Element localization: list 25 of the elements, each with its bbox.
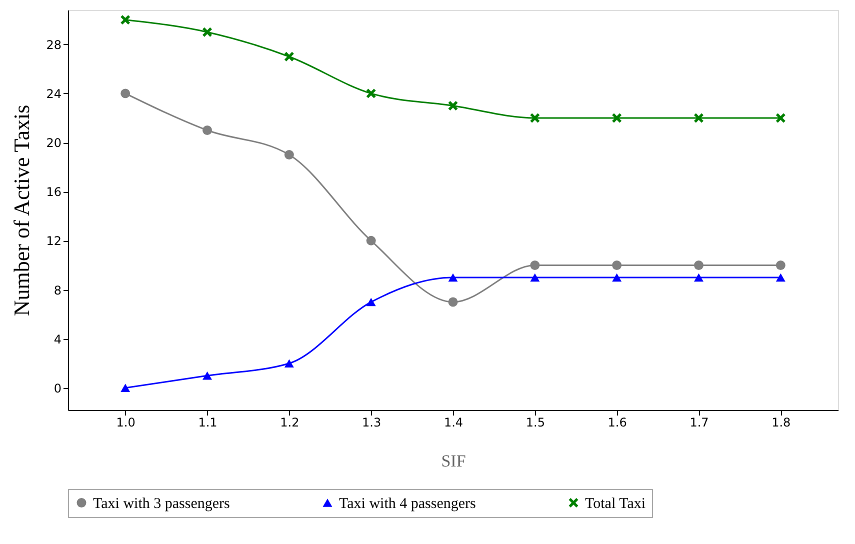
x-tick-label: 1.3 xyxy=(362,416,382,430)
y-tick-label: 12 xyxy=(46,234,62,248)
y-tick-label: 28 xyxy=(46,38,62,52)
y-tick-label: 0 xyxy=(54,381,62,396)
point xyxy=(776,113,786,123)
x-tick-label: 1.0 xyxy=(116,416,136,430)
legend-label: Total Taxi xyxy=(585,496,646,512)
point xyxy=(120,15,130,25)
y-axis-title: Number of Active Taxis xyxy=(9,104,34,316)
x-axis-title: SIF xyxy=(441,452,466,470)
point xyxy=(120,384,130,392)
x-tick-label: 1.1 xyxy=(198,416,218,430)
y-tick-label: 24 xyxy=(46,86,62,101)
x-tick-label: 1.4 xyxy=(444,416,464,430)
y-tick-label: 8 xyxy=(54,283,62,298)
x-tick-label: 1.5 xyxy=(526,416,545,430)
x-tick-label: 1.2 xyxy=(280,416,300,430)
y-tick-label: 4 xyxy=(54,332,62,346)
y-tick-label: 20 xyxy=(46,136,62,150)
y-tick-label: 16 xyxy=(46,185,62,200)
legend-label: Taxi with 3 passengers xyxy=(93,496,230,512)
x-tick-label: 1.6 xyxy=(608,416,627,430)
legend-label: Taxi with 4 passengers xyxy=(339,496,476,512)
x-tick-label: 1.7 xyxy=(690,416,709,430)
x-tick-label: 1.8 xyxy=(772,416,791,430)
